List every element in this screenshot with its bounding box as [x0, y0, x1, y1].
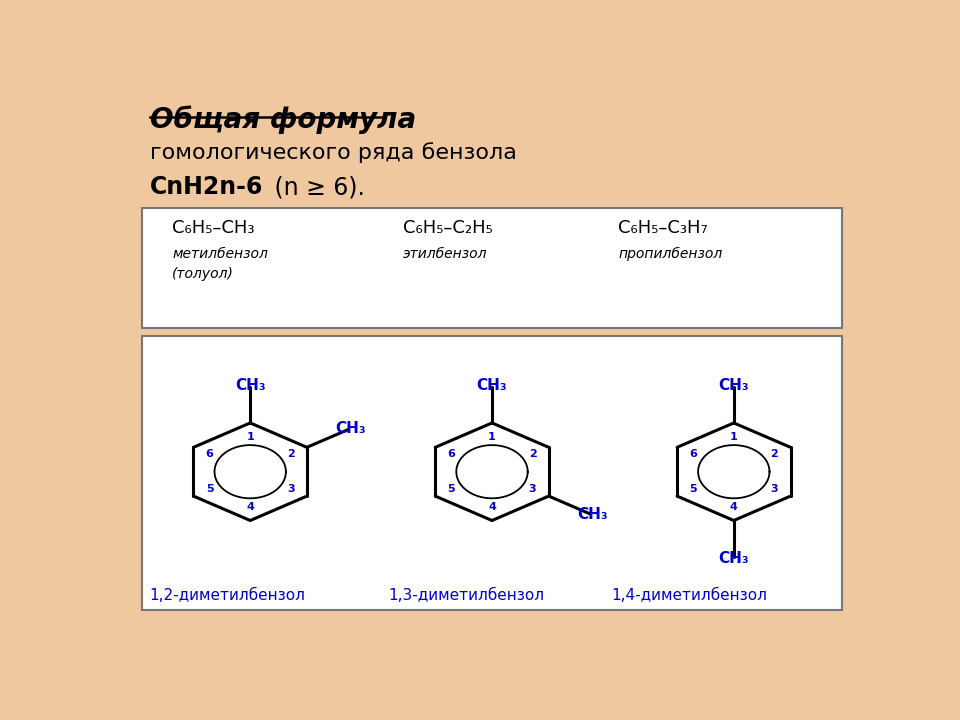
- FancyBboxPatch shape: [142, 208, 842, 328]
- Text: 6: 6: [447, 449, 455, 459]
- Text: 2: 2: [529, 449, 537, 459]
- Text: Общая формула: Общая формула: [150, 106, 416, 135]
- Text: (n ≥ 6).: (n ≥ 6).: [267, 175, 365, 199]
- Text: 1,2-диметилбензол: 1,2-диметилбензол: [150, 588, 305, 603]
- Text: 4: 4: [730, 502, 737, 512]
- Text: C₆H₅–C₃H₇: C₆H₅–C₃H₇: [618, 220, 708, 238]
- Text: 3: 3: [287, 484, 295, 494]
- Text: 2: 2: [771, 449, 779, 459]
- Text: 1: 1: [488, 432, 496, 442]
- Text: гомологического ряда бензола: гомологического ряда бензола: [150, 142, 516, 163]
- Text: этилбензол: этилбензол: [403, 247, 488, 261]
- Text: метилбензол: метилбензол: [172, 247, 268, 261]
- Text: 2: 2: [287, 449, 295, 459]
- Text: 1,3-диметилбензол: 1,3-диметилбензол: [388, 588, 544, 603]
- Text: 3: 3: [529, 484, 537, 494]
- Text: 4: 4: [488, 502, 496, 512]
- FancyBboxPatch shape: [142, 336, 842, 611]
- Text: CnH2n-6: CnH2n-6: [150, 175, 263, 199]
- Text: 4: 4: [247, 502, 254, 512]
- Text: CH₃: CH₃: [718, 378, 749, 392]
- Text: 1: 1: [247, 432, 254, 442]
- Text: 6: 6: [205, 449, 213, 459]
- Text: C₆H₅–CH₃: C₆H₅–CH₃: [172, 220, 254, 238]
- Text: 1: 1: [730, 432, 737, 442]
- Text: 5: 5: [689, 484, 697, 494]
- Text: CH₃: CH₃: [235, 378, 266, 392]
- Text: 5: 5: [447, 484, 455, 494]
- Text: 5: 5: [205, 484, 213, 494]
- Text: CH₃: CH₃: [335, 421, 366, 436]
- Text: CH₃: CH₃: [577, 508, 608, 523]
- Text: 1,4-диметилбензол: 1,4-диметилбензол: [611, 588, 767, 603]
- Text: 3: 3: [771, 484, 779, 494]
- Text: пропилбензол: пропилбензол: [618, 247, 723, 261]
- Text: C₆H₅–C₂H₅: C₆H₅–C₂H₅: [403, 220, 492, 238]
- Text: (толуол): (толуол): [172, 266, 234, 281]
- Text: 6: 6: [689, 449, 697, 459]
- Text: CH₃: CH₃: [718, 551, 749, 566]
- Text: CH₃: CH₃: [477, 378, 507, 392]
